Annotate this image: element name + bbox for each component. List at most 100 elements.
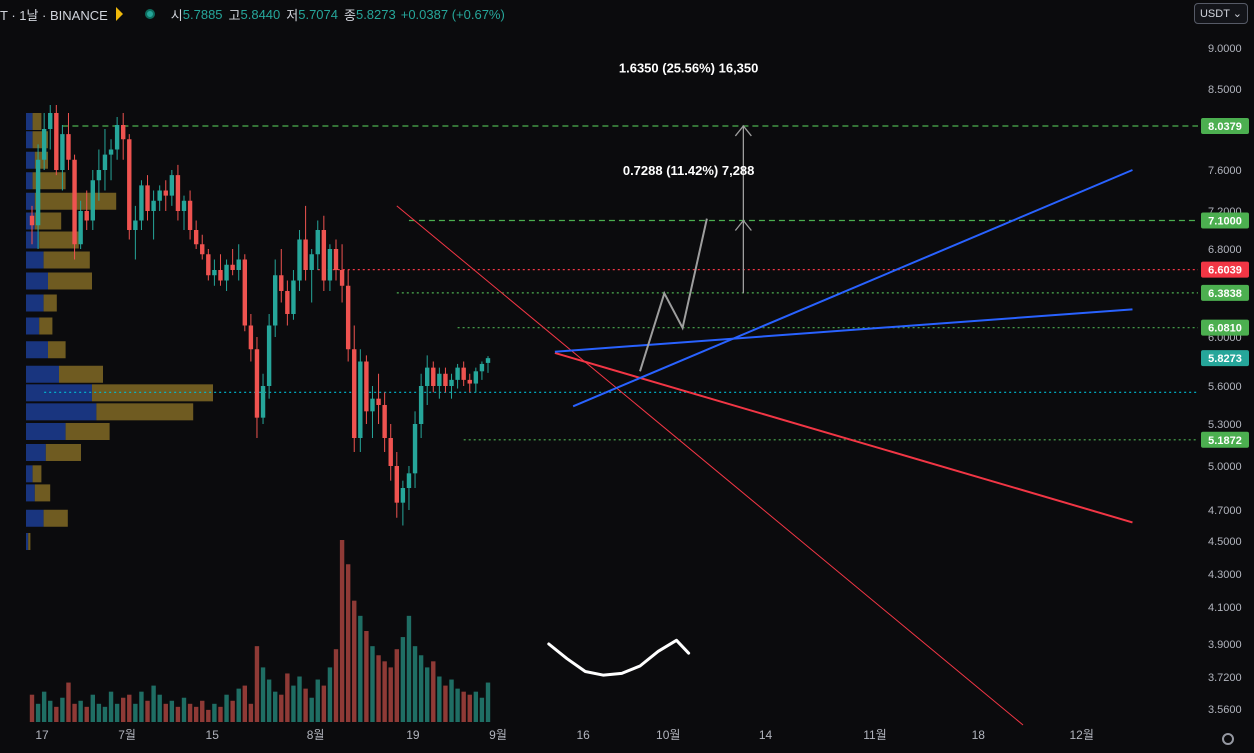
close-label: 종 — [344, 7, 356, 23]
y-tick-label: 6.8000 — [1208, 244, 1242, 256]
volume-bar — [291, 685, 296, 722]
symbol-name[interactable]: T · 1날 · BINANCE — [0, 7, 108, 23]
candle-body — [437, 373, 442, 386]
candle-body — [139, 185, 144, 221]
candle-body — [406, 473, 412, 488]
measure-annotation: 1.6350 (25.56%) 16,350 — [619, 61, 759, 76]
price-labels: 8.0379 7.1000 6.6039 6.3838 6.0810 5.8273 5.18… — [1201, 117, 1249, 448]
y-tick-label: 5.3000 — [1208, 419, 1242, 431]
open-value: 5.7885 — [182, 6, 223, 22]
candle-body — [181, 200, 187, 211]
candle-body — [72, 159, 77, 245]
x-tick-label: 17 — [35, 728, 49, 742]
currency-selector[interactable]: USDT ⌄ — [1193, 3, 1248, 24]
volume-bar — [72, 703, 77, 722]
candle-body — [345, 285, 351, 350]
profile-row-up — [26, 251, 44, 269]
volume-bar — [90, 694, 95, 722]
volume-bar — [206, 709, 211, 722]
volume-bar — [193, 706, 199, 722]
volume-bar — [400, 637, 406, 722]
profile-row-down — [34, 212, 62, 230]
candle-body — [425, 367, 430, 386]
volume-bar — [163, 703, 168, 722]
profile-row-down — [32, 465, 42, 483]
volume-bar — [121, 697, 126, 722]
low-value: 5.7074 — [298, 6, 338, 22]
profile-row-up — [26, 317, 40, 335]
volume-bar — [339, 540, 345, 722]
candle-body — [370, 398, 375, 412]
candle-body — [254, 349, 260, 418]
volume-bar — [431, 661, 436, 722]
measure-annotations: 1.6350 (25.56%) 16,350 0.7288 (11.42%) 7,… — [619, 61, 759, 179]
profile-row-down — [39, 317, 53, 335]
profile-row-up — [26, 341, 48, 359]
price-label-box — [1201, 350, 1249, 367]
y-tick-label: 3.7200 — [1208, 672, 1242, 684]
x-tick-label: 19 — [406, 728, 420, 742]
chevron-down-icon: ⌄ — [1232, 8, 1242, 20]
candle-body — [151, 200, 156, 211]
candle-body — [449, 379, 454, 386]
volume-bar — [315, 679, 320, 722]
volume-bar — [224, 694, 229, 722]
volume-bar — [455, 688, 460, 722]
candlesticks — [29, 105, 491, 526]
volume-bar — [352, 600, 357, 722]
candle-body — [78, 211, 83, 245]
symbol-header: T · 1날 · BINANCE 시 5.7885 고 5.8440 저 5.7074… — [0, 4, 505, 24]
volume-bar — [449, 679, 454, 722]
price-label-box — [1201, 212, 1249, 229]
volume-bar — [60, 697, 65, 722]
trendlines — [396, 169, 1133, 726]
volume-bar — [41, 691, 47, 722]
candle-body — [218, 270, 223, 281]
profile-row-down — [43, 294, 57, 312]
volume-bar — [127, 694, 132, 722]
volume-bar — [327, 667, 333, 722]
profile-row-up — [26, 294, 44, 312]
profile-row-down — [28, 533, 31, 550]
y-tick-label: 3.5600 — [1208, 704, 1242, 716]
profile-row-up — [26, 484, 35, 502]
settings-icon[interactable] — [1222, 733, 1234, 745]
price-label-text: 5.8273 — [1208, 353, 1242, 365]
y-tick-label: 5.6000 — [1208, 381, 1242, 393]
volume-bar — [370, 646, 375, 722]
volume-bar — [181, 697, 187, 722]
volume-bar — [114, 703, 120, 722]
x-tick-label: 9월 — [489, 728, 507, 742]
volume-bar — [425, 667, 430, 722]
volume-bar — [297, 676, 302, 722]
candle-body — [157, 190, 162, 201]
volume-bar — [84, 706, 89, 722]
candle-body — [461, 367, 466, 380]
y-tick-label: 4.3000 — [1208, 569, 1242, 581]
volume-bar — [473, 691, 479, 722]
x-tick-label: 12월 — [1069, 728, 1093, 742]
candle-body — [242, 259, 247, 326]
x-tick-label: 7월 — [118, 728, 136, 742]
price-axis: 9.00008.50008.00007.60007.20006.80006.40… — [1208, 43, 1242, 716]
flag-icon[interactable] — [115, 7, 123, 21]
candle-body — [248, 325, 254, 350]
y-tick-label: 4.1000 — [1208, 602, 1242, 614]
volume-bar — [273, 691, 278, 722]
projection-path — [639, 218, 708, 372]
profile-row-up — [26, 384, 92, 402]
volume-bar — [467, 694, 472, 722]
candle-body — [212, 270, 217, 276]
open-label: 시 — [170, 7, 183, 23]
x-tick-label: 10월 — [656, 728, 680, 742]
profile-row-down — [59, 365, 103, 383]
profile-row-down — [32, 113, 42, 130]
volume-bar — [345, 564, 351, 722]
volume-bar — [394, 649, 399, 722]
horizontal-levels — [44, 125, 1198, 441]
volume-bar — [145, 700, 150, 722]
candle-body — [467, 379, 472, 384]
profile-row-down — [32, 172, 66, 190]
trendline — [554, 308, 1133, 353]
